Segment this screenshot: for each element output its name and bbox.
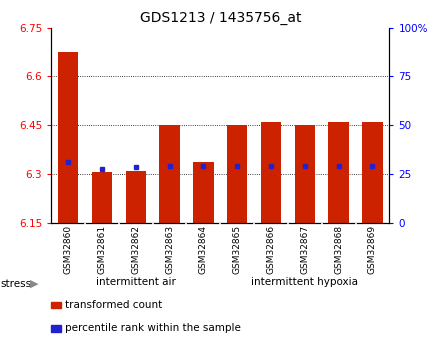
Bar bbox=[295, 125, 315, 223]
Text: GSM32860: GSM32860 bbox=[64, 225, 73, 274]
Text: intermittent air: intermittent air bbox=[96, 277, 176, 287]
Bar bbox=[328, 122, 349, 223]
Title: GDS1213 / 1435756_at: GDS1213 / 1435756_at bbox=[140, 11, 301, 25]
Text: intermittent hypoxia: intermittent hypoxia bbox=[251, 277, 358, 287]
Text: GSM32869: GSM32869 bbox=[368, 225, 377, 274]
Text: GSM32867: GSM32867 bbox=[300, 225, 309, 274]
Text: ▶: ▶ bbox=[30, 279, 39, 288]
Text: GSM32861: GSM32861 bbox=[97, 225, 106, 274]
Bar bbox=[227, 125, 247, 223]
Text: GSM32863: GSM32863 bbox=[165, 225, 174, 274]
Text: GSM32865: GSM32865 bbox=[233, 225, 242, 274]
Bar bbox=[125, 170, 146, 223]
Bar bbox=[362, 122, 383, 223]
Text: transformed count: transformed count bbox=[65, 300, 162, 310]
Text: percentile rank within the sample: percentile rank within the sample bbox=[65, 324, 240, 333]
Bar bbox=[92, 172, 112, 223]
Text: GSM32868: GSM32868 bbox=[334, 225, 343, 274]
Bar bbox=[159, 125, 180, 223]
Text: stress: stress bbox=[1, 279, 32, 288]
Bar bbox=[261, 122, 281, 223]
Bar bbox=[58, 52, 78, 223]
Text: GSM32862: GSM32862 bbox=[131, 225, 140, 274]
Text: GSM32866: GSM32866 bbox=[267, 225, 275, 274]
Bar bbox=[193, 162, 214, 223]
Text: GSM32864: GSM32864 bbox=[199, 225, 208, 274]
